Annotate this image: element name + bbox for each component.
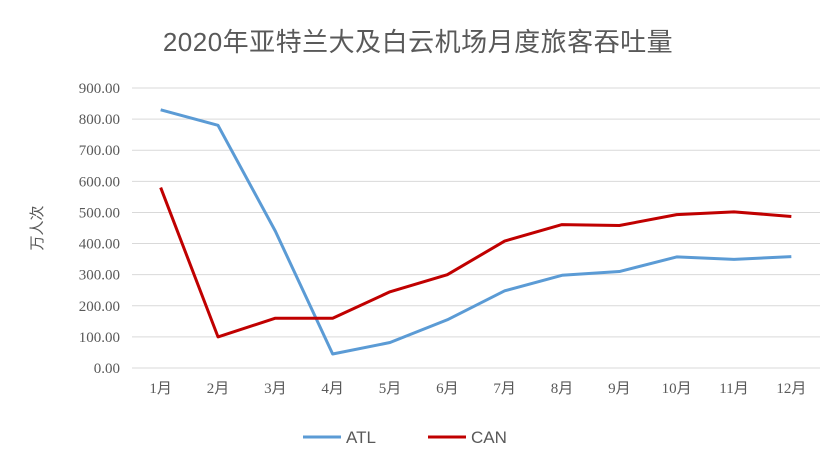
x-axis-tick-labels: 1月 2月 3月 4月 5月 6月 7月 8月 9月 10月 11月 12月: [149, 381, 806, 397]
x-tick-label: 2月: [207, 381, 230, 397]
y-tick-label: 200.00: [79, 299, 120, 315]
y-tick-label: 100.00: [79, 330, 120, 346]
gridlines: [132, 87, 820, 369]
legend-label-atl: ATL: [346, 428, 376, 447]
series-line-can: [159, 187, 792, 339]
y-tick-label: 600.00: [79, 174, 120, 190]
y-tick-label: 0.00: [94, 361, 120, 377]
y-tick-label: 300.00: [79, 268, 120, 284]
x-tick-label: 10月: [662, 381, 692, 397]
y-tick-label: 800.00: [79, 112, 120, 128]
x-tick-label: 9月: [608, 381, 631, 397]
x-tick-label: 4月: [321, 381, 344, 397]
y-axis-tick-labels: 0.00 100.00 200.00 300.00 400.00 500.00 600.00…: [79, 81, 120, 377]
series-line-atl: [160, 108, 792, 356]
x-tick-label: 6月: [436, 381, 459, 397]
y-tick-label: 400.00: [79, 237, 120, 253]
legend-label-can: CAN: [471, 428, 507, 447]
x-tick-label: 7月: [493, 381, 516, 397]
chart-title: 2020年亚特兰大及白云机场月度旅客吞吐量: [162, 27, 674, 57]
x-tick-label: 1月: [149, 381, 172, 397]
x-tick-label: 3月: [264, 381, 287, 397]
y-axis-title-group: 万人次: [29, 205, 46, 250]
y-axis-title: 万人次: [29, 205, 46, 250]
series-lines: [159, 108, 792, 356]
y-tick-label: 900.00: [79, 81, 120, 97]
y-tick-label: 700.00: [79, 143, 120, 159]
x-tick-label: 8月: [551, 381, 574, 397]
y-tick-label: 500.00: [79, 205, 120, 221]
x-tick-label: 5月: [379, 381, 402, 397]
x-tick-label: 12月: [776, 381, 806, 397]
chart-legend: ATL CAN: [303, 428, 507, 447]
x-tick-label: 11月: [719, 381, 748, 397]
